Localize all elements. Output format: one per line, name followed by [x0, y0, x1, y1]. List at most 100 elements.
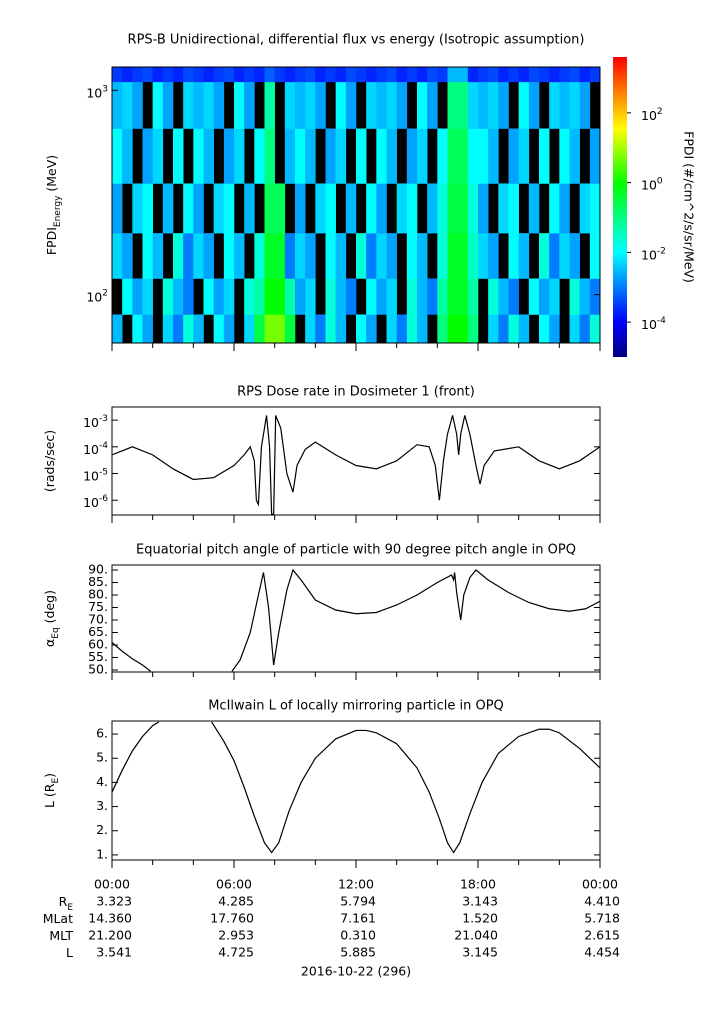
- y-axis-label: L (RE): [42, 773, 61, 808]
- heatmap-cell: [325, 233, 336, 279]
- heatmap-cell: [183, 314, 194, 343]
- heatmap-cell: [335, 314, 347, 343]
- heatmap-cell: [579, 67, 591, 83]
- heatmap-cell: [193, 67, 204, 83]
- heatmap-cell: [528, 183, 540, 234]
- heatmap-cell: [264, 233, 275, 279]
- ephemeris-value: 21.200: [88, 928, 132, 943]
- heatmap-cell: [305, 67, 316, 83]
- row-label: L: [66, 945, 73, 960]
- heatmap-cell: [508, 233, 519, 279]
- y-axis-label-sub: Eq: [51, 627, 61, 638]
- heatmap-cell: [589, 128, 600, 184]
- heatmap-cell: [284, 278, 296, 315]
- heatmap-cell: [508, 278, 519, 315]
- x-tick-label: 06:00: [216, 877, 252, 892]
- heatmap-cell: [356, 233, 367, 279]
- heatmap-cell: [457, 128, 469, 184]
- heatmap-cell: [305, 81, 316, 129]
- heatmap-cell: [183, 183, 194, 234]
- y-tick-label: 1.: [96, 846, 108, 861]
- heatmap-cell: [305, 128, 316, 184]
- heatmap-cell: [467, 128, 479, 184]
- ephemeris-value: 4.285: [218, 894, 254, 909]
- y-tick-label: 10-6: [83, 494, 108, 510]
- heatmap-cell: [559, 67, 570, 83]
- y-tick-label: 90.: [88, 562, 108, 577]
- heatmap-cell: [152, 233, 164, 279]
- plot-area: [112, 568, 600, 672]
- heatmap-cell: [173, 67, 184, 83]
- heatmap-cell: [366, 233, 377, 279]
- heatmap-cell: [518, 128, 530, 184]
- y-axis-label: FPDIEnergy (MeV): [44, 155, 63, 255]
- heatmap-cell: [193, 81, 204, 129]
- heatmap-cell: [437, 314, 448, 343]
- heatmap-cell: [417, 278, 428, 315]
- heatmap-cell: [132, 67, 143, 83]
- heatmap-cell: [467, 67, 479, 83]
- heatmap-cell: [437, 278, 448, 315]
- y-tick-label: 4.: [96, 774, 108, 789]
- colorbar-label: FPDI (#/cm^2/s/sr/MeV): [682, 131, 697, 283]
- heatmap-cell: [478, 233, 489, 279]
- y-tick-label: 70.: [88, 612, 108, 627]
- heatmap-cell: [132, 183, 143, 234]
- heatmap-cell: [386, 67, 397, 83]
- heatmap-cell: [193, 128, 204, 184]
- heatmap-cell: [549, 183, 560, 234]
- heatmap-cell: [183, 233, 194, 279]
- heatmap-cell: [295, 81, 306, 129]
- ephemeris-value: 14.360: [88, 911, 132, 926]
- heatmap-cell: [488, 314, 499, 343]
- heatmap-cell: [406, 314, 418, 343]
- heatmap-cell: [549, 314, 560, 343]
- y-axis-label-main: L (R: [42, 783, 57, 808]
- heatmap-cell: [315, 183, 326, 234]
- y-axis-label-sub: Energy: [53, 195, 63, 227]
- heatmap-cell: [569, 128, 580, 184]
- y-tick-label-exp: -5: [99, 467, 108, 477]
- plot-area: [112, 67, 600, 343]
- heatmap-cell: [203, 67, 214, 83]
- y-axis-label-rest: ): [42, 773, 57, 778]
- heatmap-cell: [203, 278, 214, 315]
- ephemeris-value: 3.541: [96, 945, 132, 960]
- ephemeris-value: 5.885: [340, 945, 376, 960]
- heatmap-cell: [335, 67, 347, 83]
- heatmap-cell: [549, 233, 560, 279]
- heatmap-cell: [162, 314, 174, 343]
- heatmap-cell: [112, 128, 123, 184]
- heatmap-cell: [559, 233, 570, 279]
- y-axis-label-rest: (deg): [42, 590, 57, 627]
- heatmap-cell: [284, 128, 296, 184]
- heatmap-cell: [284, 67, 296, 83]
- data-line: [112, 568, 600, 672]
- y-tick-label-base: 10: [83, 441, 99, 456]
- heatmap-cell: [244, 314, 255, 343]
- heatmap-cell: [417, 128, 428, 184]
- heatmap-cell: [447, 183, 458, 234]
- heatmap-cell: [345, 183, 357, 234]
- heatmap-cell: [447, 278, 458, 315]
- heatmap-cell: [518, 81, 530, 129]
- heatmap-cell: [406, 67, 418, 83]
- y-tick-label: 10-5: [83, 467, 108, 483]
- heatmap-cell: [366, 67, 377, 83]
- heatmap-cell: [122, 233, 133, 279]
- y-tick-label-exp: -4: [99, 440, 108, 450]
- heatmap-cell: [478, 128, 489, 184]
- heatmap-cell: [457, 67, 469, 83]
- heatmap-cell: [589, 67, 600, 83]
- heatmap-cell: [193, 233, 204, 279]
- heatmap-cell: [417, 81, 428, 129]
- heatmap-cell: [437, 128, 448, 184]
- heatmap-cell: [213, 67, 225, 83]
- row-label-main: MLT: [49, 928, 73, 943]
- heatmap-cell: [579, 183, 591, 234]
- heatmap-cell: [345, 81, 357, 129]
- heatmap-cell: [518, 67, 530, 83]
- heatmap-cell: [234, 233, 245, 279]
- heatmap-cell: [386, 81, 397, 129]
- heatmap-cell: [396, 81, 408, 129]
